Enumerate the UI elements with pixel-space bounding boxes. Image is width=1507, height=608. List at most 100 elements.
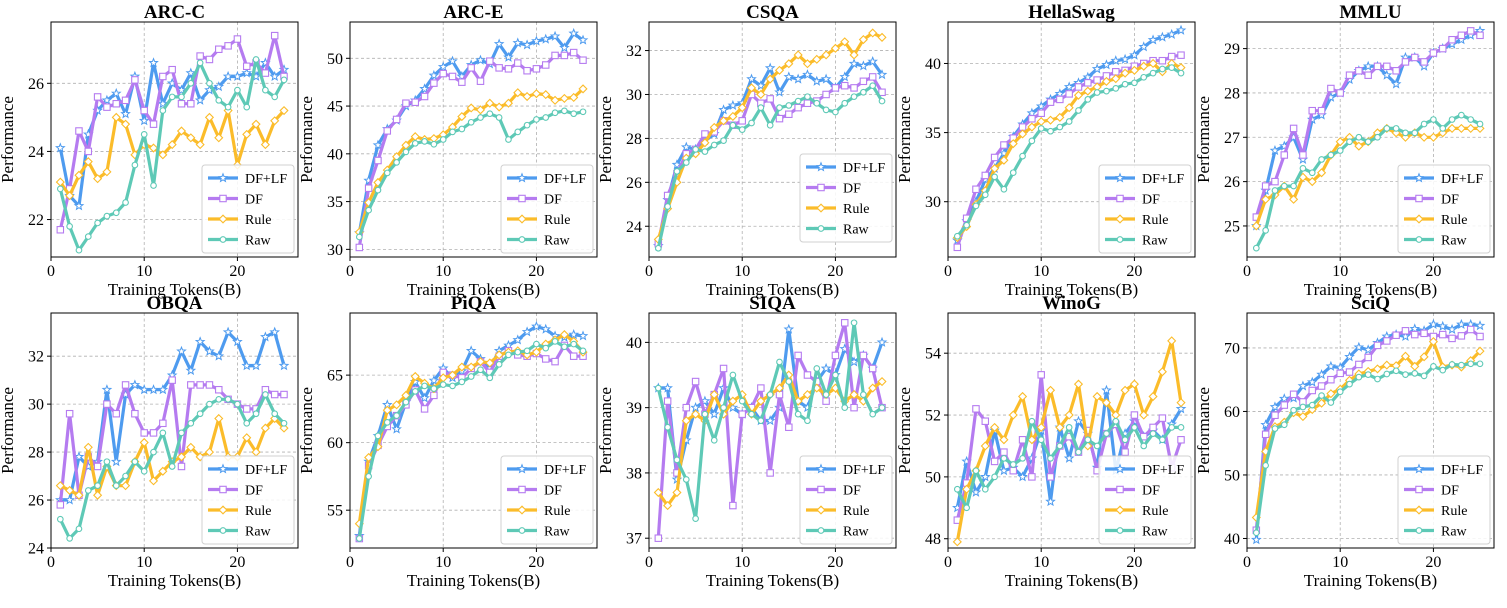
data-point	[1355, 360, 1363, 369]
plot-frame	[349, 21, 598, 258]
data-point	[1317, 106, 1326, 115]
data-point	[1401, 327, 1410, 335]
data-point	[1474, 320, 1486, 331]
data-point	[522, 91, 532, 102]
legend-box	[1397, 164, 1491, 254]
legend-marker	[816, 203, 826, 213]
data-point	[56, 515, 64, 523]
data-point	[1119, 53, 1131, 64]
data-point	[177, 462, 186, 471]
data-point	[1383, 370, 1391, 378]
data-point	[215, 385, 223, 394]
data-point	[549, 30, 561, 41]
data-point	[690, 402, 701, 413]
y-tick-label: 48	[925, 531, 941, 548]
data-point	[1299, 403, 1307, 411]
y-axis-label: Performance	[596, 96, 615, 183]
x-tick-label: 0	[1243, 554, 1251, 571]
data-point	[720, 137, 727, 144]
subplot-mmlu: 0 10 20 25 26 27 28 29 MMLU Training Tokens(B) Per…	[1194, 2, 1495, 299]
data-point	[373, 177, 383, 188]
x-tick-label: 10	[734, 554, 750, 571]
data-point	[1101, 59, 1112, 70]
y-tick-label: 26	[1224, 174, 1240, 191]
data-point	[878, 88, 886, 97]
data-point	[1335, 137, 1345, 147]
subplot-title: ARC-E	[443, 2, 503, 23]
series-rule	[952, 336, 1186, 547]
legend-label: Raw	[1142, 234, 1169, 249]
legend-label: DF+LF	[245, 463, 287, 478]
data-point	[372, 139, 384, 150]
data-point	[176, 345, 187, 356]
data-point	[402, 148, 410, 156]
data-point	[122, 199, 129, 206]
legend-label: Raw	[245, 525, 272, 540]
data-point	[1121, 80, 1129, 88]
x-tick-label: 20	[827, 554, 843, 571]
data-point	[1289, 390, 1298, 399]
data-point	[521, 39, 533, 50]
data-point	[551, 51, 559, 60]
legend-marker	[219, 194, 227, 203]
data-point	[551, 338, 559, 345]
data-point	[523, 66, 531, 75]
data-point	[1297, 380, 1309, 391]
data-point	[457, 362, 467, 372]
legend-marker	[218, 214, 228, 224]
x-tick-label: 0	[47, 554, 55, 571]
data-point	[269, 70, 281, 82]
y-axis-label: Performance	[0, 96, 17, 183]
data-point	[241, 67, 253, 78]
x-tick-label: 10	[435, 263, 451, 280]
series-df-lf	[1251, 318, 1486, 545]
legend: DF+LF DF Rule Raw	[201, 164, 295, 254]
data-point	[1289, 194, 1299, 204]
data-point	[504, 65, 513, 73]
data-point	[794, 351, 802, 360]
data-point	[876, 336, 888, 347]
data-point	[709, 390, 719, 400]
series-raw	[56, 391, 288, 542]
data-point	[1390, 78, 1402, 89]
x-tick-label: 20	[229, 263, 245, 280]
data-point	[252, 410, 260, 418]
data-point	[214, 133, 224, 143]
data-point	[73, 200, 85, 211]
data-point	[1027, 435, 1037, 445]
data-point	[1411, 129, 1419, 137]
x-tick-label: 10	[1332, 554, 1348, 571]
data-point	[458, 78, 466, 86]
data-point	[1308, 401, 1316, 409]
legend-marker	[219, 527, 227, 534]
data-point	[756, 89, 766, 100]
y-tick-label: 26	[28, 493, 44, 510]
legend-label: Raw	[1142, 525, 1169, 540]
series-raw	[953, 64, 1185, 240]
x-tick-label: 0	[645, 554, 653, 571]
data-point	[204, 345, 215, 356]
data-point	[1168, 64, 1176, 71]
data-point	[1147, 34, 1159, 45]
legend-label: Raw	[843, 223, 870, 238]
data-point	[1306, 376, 1318, 387]
x-axis-label: Training Tokens(B)	[407, 571, 540, 590]
data-point	[850, 403, 858, 412]
data-point	[278, 360, 290, 371]
data-point	[1374, 133, 1381, 141]
y-tick-label: 40	[626, 335, 642, 352]
data-point	[486, 374, 494, 382]
data-point	[979, 471, 991, 482]
data-point	[56, 185, 64, 193]
legend-label: DF+LF	[245, 172, 287, 187]
data-point	[477, 114, 484, 121]
plot-frame	[947, 21, 1196, 258]
data-point	[355, 233, 363, 241]
data-point	[1411, 330, 1419, 339]
legend-marker	[817, 527, 825, 534]
data-point	[439, 136, 447, 143]
data-point	[224, 42, 232, 50]
data-point	[1271, 187, 1279, 194]
data-point	[242, 405, 251, 413]
